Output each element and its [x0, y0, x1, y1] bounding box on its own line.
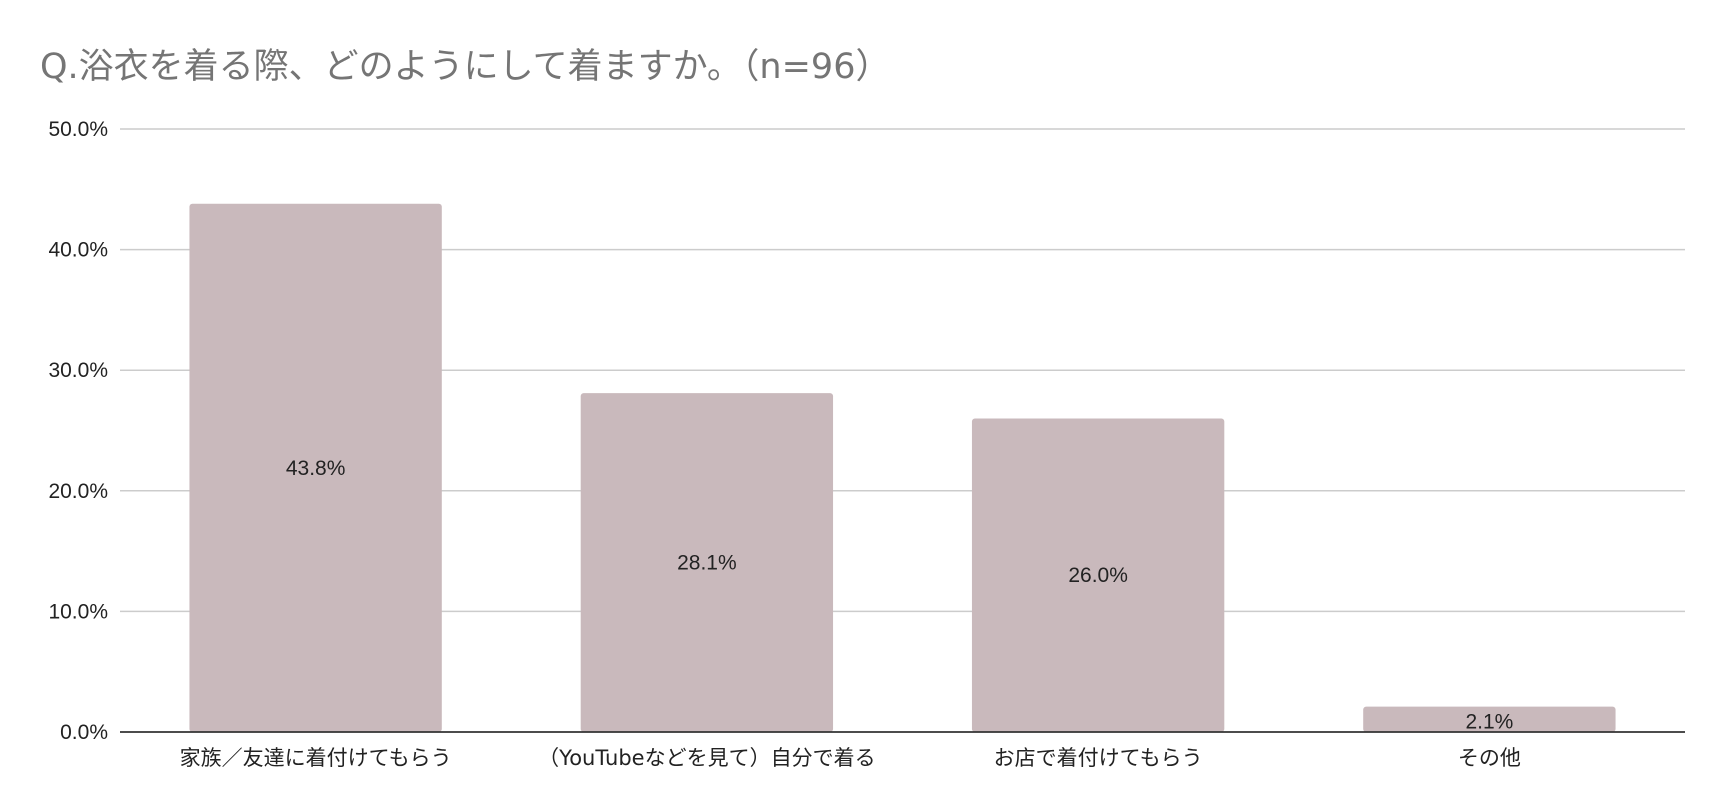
data-label: 2.1% — [1465, 710, 1513, 733]
bar — [971, 418, 1225, 732]
y-tick-label: 20.0% — [48, 480, 108, 503]
chart-title: Q.浴衣を着る際、どのようにして着ますか。（n=96） — [40, 47, 891, 87]
y-tick-label: 10.0% — [48, 600, 108, 623]
data-label: 28.1% — [677, 552, 737, 575]
bar — [1363, 706, 1616, 732]
y-tick-label: 40.0% — [48, 239, 108, 262]
data-label: 26.0% — [1068, 564, 1128, 587]
x-category-label: お店で着付けてもらう — [994, 746, 1203, 770]
y-tick-label: 0.0% — [60, 721, 108, 744]
x-category-label: （YouTubeなどを見て）自分で着る — [538, 746, 875, 770]
y-tick-label: 50.0% — [48, 118, 108, 141]
x-category-label: 家族／友達に着付けてもらう — [180, 746, 452, 770]
y-tick-label: 30.0% — [48, 359, 108, 382]
data-label: 43.8% — [286, 457, 346, 480]
bar — [580, 393, 834, 732]
x-category-label: その他 — [1458, 746, 1521, 770]
bar — [189, 203, 442, 733]
